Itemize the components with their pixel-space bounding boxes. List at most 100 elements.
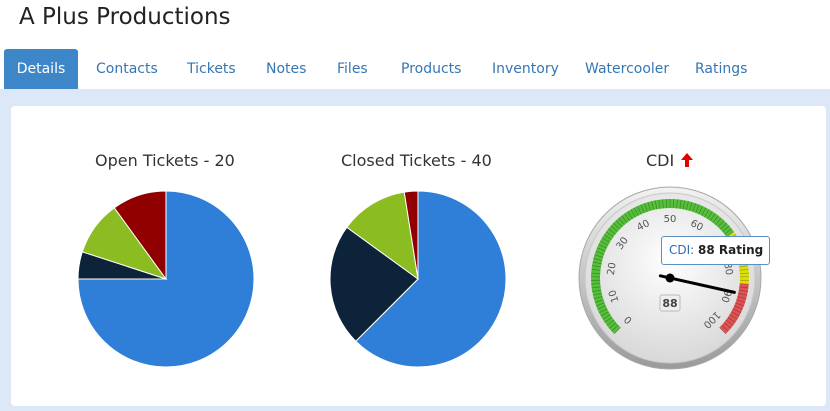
gauge-minor-tick (707, 211, 713, 220)
gauge-minor-tick (592, 261, 602, 265)
gauge-minor-tick (662, 199, 664, 209)
gauge-minor-tick (606, 319, 615, 326)
tab-inventory[interactable]: Inventory (492, 61, 559, 77)
tab-ratings[interactable]: Ratings (695, 61, 748, 77)
gauge-minor-tick (715, 217, 722, 225)
gauge-minor-tick (593, 258, 603, 261)
gauge-minor-tick (689, 202, 693, 211)
gauge-minor-tick (720, 222, 727, 230)
gauge-minor-tick (600, 311, 609, 317)
gauge-band-2 (719, 283, 749, 334)
gauge-minor-tick (698, 205, 703, 215)
gauge-minor-tick (682, 200, 686, 210)
gauge-minor-tick (739, 286, 749, 289)
tab-products[interactable]: Products (401, 61, 462, 77)
cdi-tooltip: CDI: 88 Rating (661, 236, 770, 265)
gauge-band-0 (591, 198, 734, 334)
gauge-minor-tick (651, 201, 654, 211)
gauge-minor-tick (603, 234, 612, 240)
gauge-minor-tick (594, 299, 604, 303)
gauge-minor-tick (613, 222, 620, 230)
tab-notes[interactable]: Notes (266, 61, 307, 77)
gauge-value-box (659, 294, 681, 312)
tab-contacts[interactable]: Contacts (96, 61, 158, 77)
gauge-minor-tick (736, 299, 746, 303)
gauge-minor-tick (595, 302, 605, 307)
gauge-minor-tick (591, 269, 601, 271)
gauge-tick-label: 40 (635, 218, 651, 234)
open-tickets-slice-3[interactable] (113, 190, 167, 281)
gauge-minor-tick (712, 215, 719, 223)
gauge-minor-tick (591, 265, 601, 268)
tab-files[interactable]: Files (337, 61, 368, 77)
tab-watercooler[interactable]: Watercooler (585, 61, 670, 77)
gauge-minor-tick (731, 311, 740, 317)
gauge-minor-tick (594, 254, 604, 258)
gauge-minor-tick (723, 322, 732, 329)
gauge-minor-tick (695, 204, 700, 214)
cdi-title: CDI (646, 151, 694, 170)
gauge-minor-tick (704, 209, 710, 218)
gauge-minor-tick (601, 237, 610, 243)
gauge-minor-tick (719, 327, 727, 335)
closed-tickets-slice-2[interactable] (346, 191, 419, 281)
gauge-value-label: 88 (662, 297, 677, 310)
tab-tickets[interactable]: Tickets (187, 61, 236, 77)
gauge-minor-tick (722, 225, 730, 232)
gauge-minor-tick (621, 215, 628, 223)
gauge-minor-tick (608, 322, 617, 329)
gauge-minor-tick (640, 204, 645, 214)
gauge-minor-tick (679, 199, 682, 209)
closed-tickets-slice-3[interactable] (403, 190, 419, 280)
arrow-up-icon (681, 153, 694, 167)
gauge-minor-tick (598, 244, 607, 249)
gauge-minor-tick (727, 317, 736, 323)
closed-tickets-slice-0[interactable] (355, 190, 507, 368)
gauge-minor-tick (618, 217, 625, 225)
gauge-tick-label: 50 (664, 214, 677, 225)
gauge-minor-tick (633, 207, 639, 216)
gauge-minor-tick (591, 286, 601, 289)
gauge-minor-tick (732, 308, 742, 314)
gauge-minor-tick (647, 202, 651, 211)
tab-bar: Details Contacts Tickets Notes Files Pro… (0, 49, 830, 90)
gauge-minor-tick (692, 203, 696, 212)
gauge-minor-tick (593, 296, 603, 300)
gauge-minor-tick (721, 324, 729, 332)
closed-tickets-slice-1[interactable] (329, 226, 419, 342)
gauge-minor-tick (602, 314, 611, 320)
gauge-minor-tick (644, 203, 648, 212)
gauge-minor-tick (735, 302, 745, 307)
gauge-tick-label: 10 (607, 288, 621, 304)
tab-details[interactable]: Details (4, 49, 78, 89)
gauge-minor-tick (592, 289, 602, 292)
gauge-minor-tick (737, 296, 747, 300)
gauge-tick-label: 60 (688, 218, 704, 234)
gauge-minor-tick (596, 247, 606, 252)
gauge-minor-tick (624, 213, 630, 221)
gauge-minor-tick (600, 240, 609, 246)
gauge-minor-tick (738, 289, 748, 292)
gauge-minor-tick (598, 308, 608, 314)
cdi-gauge: 010203040506070809010088 (578, 186, 762, 370)
gauge-minor-tick (739, 265, 749, 268)
gauge-minor-tick (739, 269, 749, 271)
open-tickets-title: Open Tickets - 20 (95, 151, 235, 170)
gauge-minor-tick (729, 314, 738, 320)
gauge-pivot (665, 273, 675, 283)
gauge-minor-tick (627, 211, 633, 220)
gauge-minor-tick (613, 327, 621, 335)
gauge-minor-tick (608, 228, 616, 235)
closed-tickets-pie (329, 190, 507, 368)
gauge-minor-tick (717, 220, 725, 228)
gauge-tick-label: 80 (721, 262, 734, 276)
gauge-tick-label: 20 (606, 262, 619, 276)
gauge-minor-tick (739, 283, 749, 285)
gauge-minor-tick (615, 220, 623, 228)
gauge-minor-tick (605, 231, 614, 238)
gauge-minor-tick (597, 305, 606, 310)
cdi-title-text: CDI (646, 151, 675, 170)
gauge-minor-tick (686, 201, 689, 211)
page-title: A Plus Productions (19, 4, 231, 30)
gauge-minor-tick (725, 319, 734, 326)
